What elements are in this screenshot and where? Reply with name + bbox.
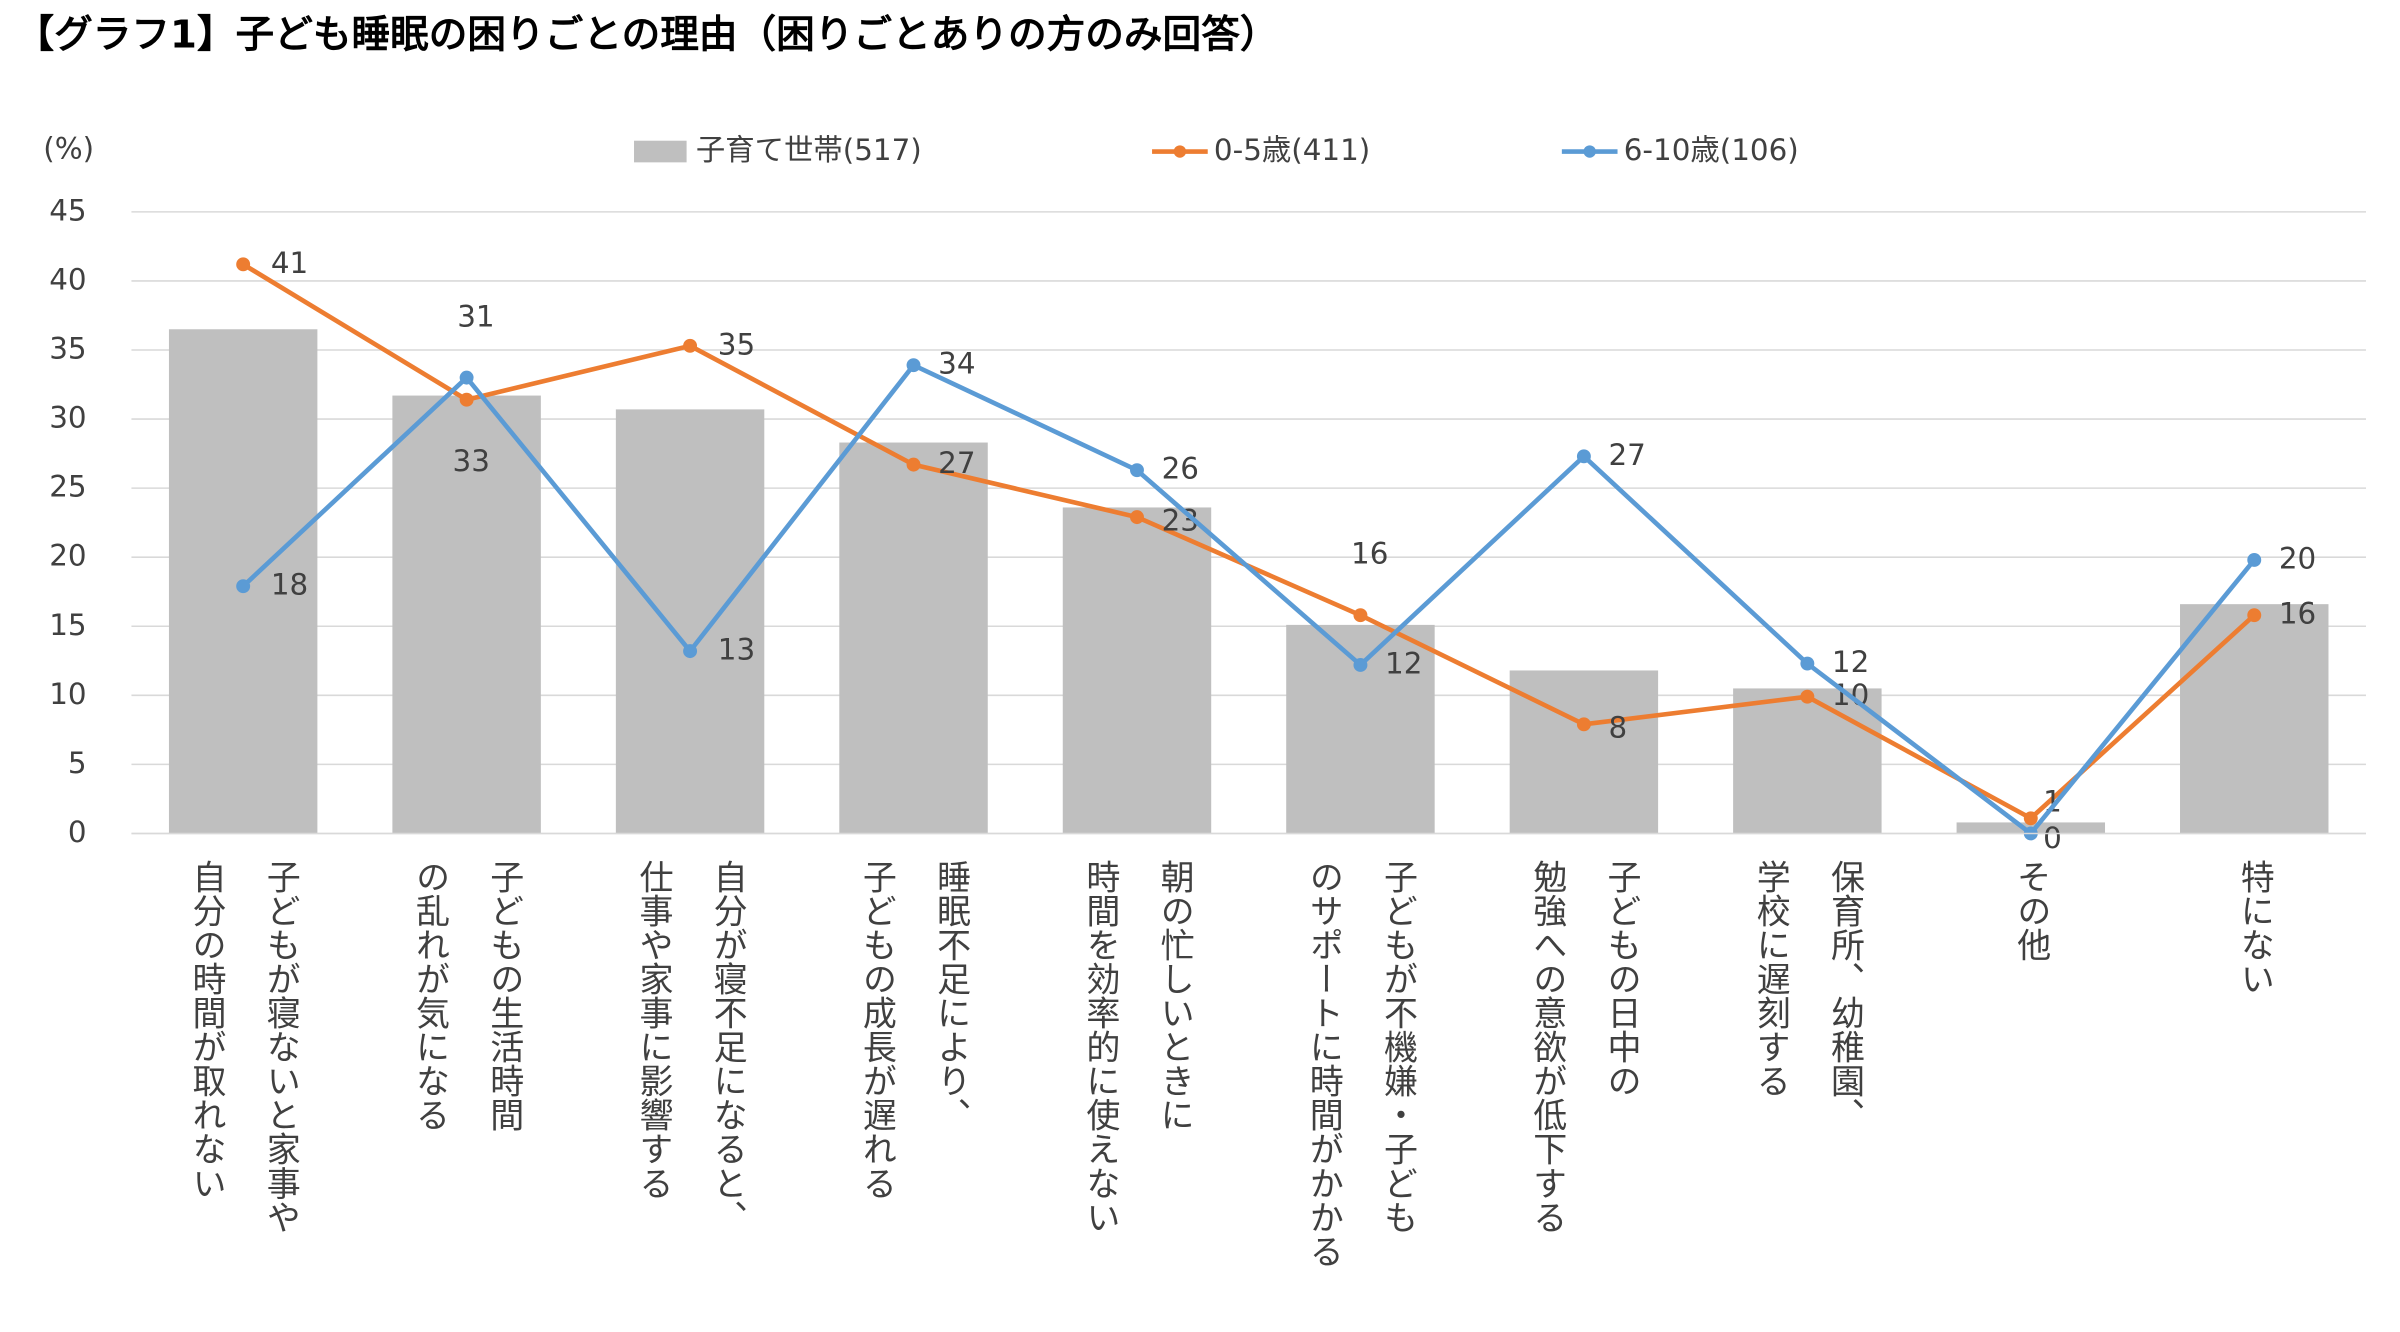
data-label: 12 (1832, 645, 1869, 679)
point (459, 392, 474, 407)
bar (1509, 670, 1659, 834)
x-tick-label: 保育所、幼稚園、 (1824, 860, 1864, 1132)
x-tick-label: 仕事や家事に影響する (633, 860, 673, 1200)
data-label: 13 (718, 633, 755, 667)
y-tick-label: 15 (49, 608, 86, 642)
y-tick-label: 20 (49, 539, 86, 573)
point (1130, 510, 1144, 525)
data-label: 12 (1385, 646, 1422, 680)
point (2023, 811, 2038, 826)
bar (2180, 604, 2329, 834)
x-tick-label: 子どもの成長が遅れる (856, 860, 896, 1200)
series-line (241, 362, 2257, 836)
point (906, 457, 921, 472)
x-tick-label: 子どもの日中の (1601, 860, 1641, 1098)
x-tick-label: 時間を効率的に使えない (1080, 860, 1120, 1234)
x-tick-label: 朝の忙しいときに (1154, 860, 1194, 1132)
data-label: 18 (271, 568, 308, 602)
bar (1062, 507, 1212, 834)
data-label: 34 (938, 347, 975, 381)
data-label: 20 (2279, 541, 2316, 575)
data-label: 16 (2279, 597, 2316, 631)
x-tick-label: 勉強への意欲が低下する (1527, 860, 1567, 1234)
data-label: 33 (453, 444, 490, 478)
x-tick-label: 子どもが不機嫌・子ども (1378, 860, 1418, 1234)
bar (839, 442, 988, 834)
chart-title: 【グラフ1】子ども睡眠の困りごとの理由（困りごとありの方のみ回答） (15, 13, 1278, 58)
point (459, 370, 474, 385)
x-tick-label: 特にない (2234, 860, 2274, 996)
data-label: 8 (1609, 710, 1628, 744)
point (2247, 552, 2262, 567)
data-label: 0 (2043, 821, 2062, 855)
point (683, 644, 698, 659)
x-tick-label: 子どもの生活時間 (484, 860, 524, 1132)
legend-label: 0-5歳(411) (1214, 133, 1370, 167)
y-tick-label: 25 (49, 470, 86, 504)
legend-marker (1583, 145, 1596, 158)
point (1800, 656, 1815, 671)
y-tick-label: 10 (49, 677, 86, 711)
y-tick-label: 45 (49, 193, 86, 227)
bar (1733, 688, 1882, 834)
point (1353, 608, 1368, 623)
data-label: 41 (271, 246, 308, 280)
x-tick-label: の乱れが気になる (410, 860, 450, 1132)
y-tick-label: 0 (68, 815, 87, 849)
point (236, 257, 251, 272)
y-tick-label: 30 (49, 401, 86, 435)
x-tick-label: 自分の時間が取れない (186, 860, 226, 1200)
point (1576, 717, 1591, 732)
x-tick-label: 子どもが寝ないと家事や (260, 860, 300, 1234)
y-tick-label: 35 (49, 331, 86, 365)
legend-label: 子育て世帯(517) (696, 133, 922, 167)
data-label: 31 (457, 299, 494, 333)
point (683, 338, 698, 353)
point (2247, 608, 2262, 623)
data-label: 26 (1162, 452, 1199, 486)
data-label: 27 (938, 446, 975, 480)
legend-marker (1173, 145, 1187, 158)
point (1353, 657, 1368, 672)
legend-swatch (634, 140, 687, 163)
data-label: 16 (1351, 536, 1388, 570)
x-tick-label: のサポートに時間がかかる (1303, 860, 1343, 1268)
bar (615, 409, 765, 834)
y-unit: (%) (43, 131, 94, 165)
y-tick-label: 5 (68, 746, 87, 780)
bar (392, 395, 541, 834)
x-tick-label: その他 (2011, 860, 2051, 962)
data-label: 27 (1608, 438, 1645, 472)
x-tick-label: 自分が寝不足になると、 (707, 860, 747, 1234)
point (906, 358, 921, 373)
point (1130, 463, 1144, 478)
series-line (241, 262, 2256, 821)
legend-label: 6-10歳(106) (1624, 133, 1799, 167)
x-tick-label: 学校に遅刻する (1750, 860, 1790, 1098)
point (1576, 449, 1591, 464)
data-label: 35 (718, 327, 755, 361)
point (1800, 689, 1815, 704)
y-tick-label: 40 (49, 262, 86, 296)
x-tick-label: 睡眠不足により、 (931, 860, 971, 1132)
point (236, 579, 251, 594)
